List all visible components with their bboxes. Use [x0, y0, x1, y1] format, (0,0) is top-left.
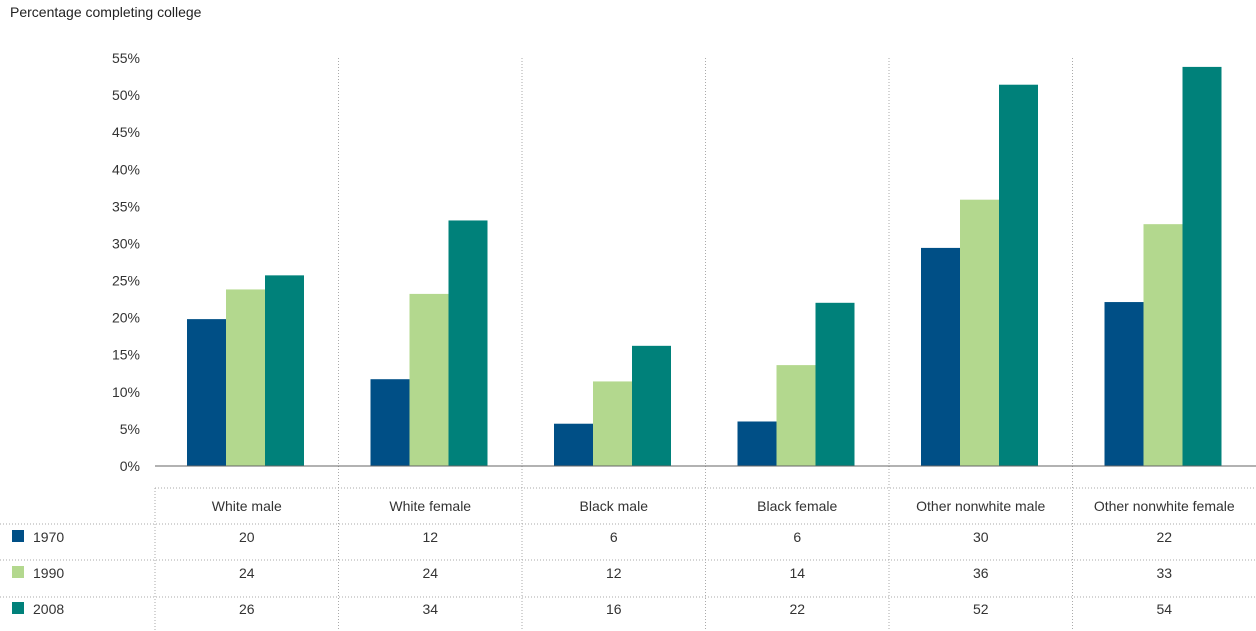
legend-swatch-1970	[12, 530, 24, 542]
bar-1970	[187, 319, 226, 466]
y-tick-label: 20%	[112, 310, 140, 326]
y-tick-label: 55%	[112, 50, 140, 66]
bar-1970	[554, 423, 593, 466]
bar-2008	[265, 275, 304, 466]
y-tick-label: 25%	[112, 273, 140, 289]
data-value: 14	[789, 565, 805, 581]
y-tick-label: 45%	[112, 124, 140, 140]
data-value: 12	[422, 529, 438, 545]
data-value: 26	[239, 601, 255, 617]
bar-1970	[1104, 302, 1144, 466]
y-tick-label: 30%	[112, 235, 140, 251]
data-value: 33	[1156, 565, 1172, 581]
data-value: 6	[793, 529, 801, 545]
legend-label: 1990	[33, 565, 64, 581]
bar-1990	[1143, 224, 1183, 466]
data-value: 22	[1156, 529, 1172, 545]
bar-1990	[593, 381, 632, 466]
bar-1990	[960, 199, 999, 467]
legend-label: 2008	[33, 601, 64, 617]
data-value: 30	[973, 529, 989, 545]
category-label: White female	[389, 498, 471, 514]
bar-1970	[737, 421, 777, 466]
category-label: Other nonwhite female	[1094, 498, 1235, 514]
category-label: Other nonwhite male	[916, 498, 1045, 514]
y-tick-label: 15%	[112, 347, 140, 363]
data-value: 12	[606, 565, 622, 581]
data-value: 20	[239, 529, 255, 545]
data-value: 54	[1156, 601, 1172, 617]
bar-1970	[370, 379, 410, 466]
data-value: 34	[422, 601, 438, 617]
y-tick-label: 40%	[112, 161, 140, 177]
category-label: White male	[212, 498, 282, 514]
y-tick-label: 10%	[112, 384, 140, 400]
y-tick-label: 0%	[120, 458, 140, 474]
legend-swatch-1990	[12, 566, 24, 578]
category-label: Black male	[580, 498, 649, 514]
bar-2008	[1182, 66, 1222, 466]
legend-swatch-2008	[12, 602, 24, 614]
bar-2008	[448, 220, 488, 466]
chart-title: Percentage completing college	[10, 4, 202, 20]
data-value: 36	[973, 565, 989, 581]
data-value: 22	[789, 601, 805, 617]
bar-1990	[226, 289, 265, 466]
bar-1970	[921, 247, 960, 466]
category-label: Black female	[757, 498, 837, 514]
bar-2008	[632, 345, 671, 466]
data-value: 24	[422, 565, 438, 581]
y-tick-label: 5%	[120, 421, 140, 437]
bar-2008	[815, 302, 855, 466]
bar-2008	[999, 84, 1038, 467]
bar-1990	[776, 365, 816, 466]
bar-1990	[409, 293, 449, 466]
data-value: 16	[606, 601, 622, 617]
data-value: 52	[973, 601, 989, 617]
data-value: 6	[610, 529, 618, 545]
data-value: 24	[239, 565, 255, 581]
legend-label: 1970	[33, 529, 64, 545]
y-tick-label: 50%	[112, 87, 140, 103]
y-tick-label: 35%	[112, 198, 140, 214]
